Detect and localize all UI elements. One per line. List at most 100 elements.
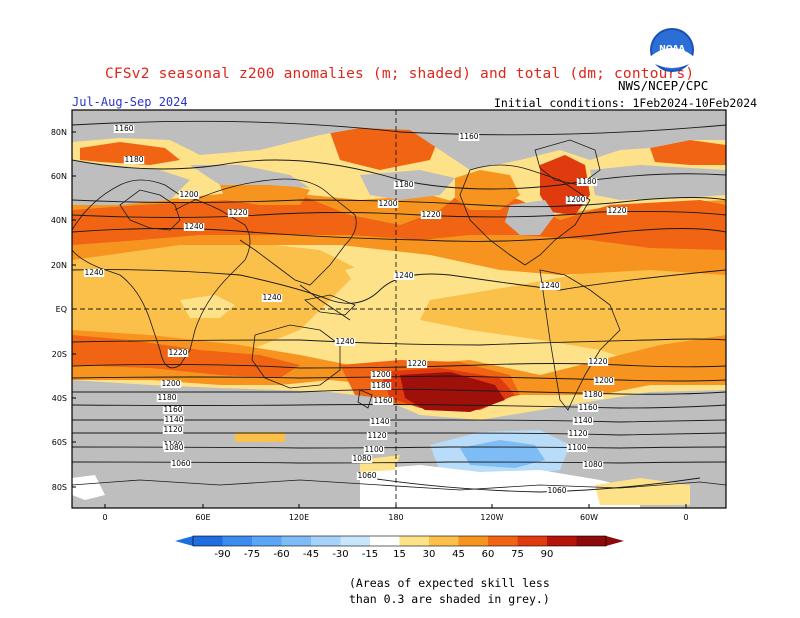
contour-label-bg xyxy=(582,461,604,469)
region-ne-pacific-orange xyxy=(455,170,520,210)
contour-label-bg xyxy=(372,397,394,405)
colorbar-tick: -30 xyxy=(332,549,348,560)
contour-label-bg xyxy=(582,391,604,399)
contour-label: 1220 xyxy=(588,357,607,366)
contour-label-bg xyxy=(163,416,185,424)
contour-label-bg xyxy=(156,394,178,402)
lat-label: 40S xyxy=(52,394,67,403)
colorbar-swatch xyxy=(281,536,312,546)
height-contours xyxy=(72,120,726,493)
contour-label-bg xyxy=(420,211,442,219)
colorbar-arrow-right xyxy=(606,536,624,546)
contour-label: 1220 xyxy=(421,210,440,219)
contour-label-bg xyxy=(566,444,588,452)
chart-title: CFSv2 seasonal z200 anomalies (m; shaded… xyxy=(105,66,695,82)
colorbar-swatch xyxy=(222,536,253,546)
contour-label: 1160 xyxy=(163,405,182,414)
lon-label: 180 xyxy=(388,513,403,522)
contour-label-bg xyxy=(539,282,561,290)
contour-label: 1240 xyxy=(262,293,281,302)
contour-label-bg xyxy=(183,223,205,231)
colorbar-swatch xyxy=(370,536,400,546)
contour-label-bg xyxy=(593,377,615,385)
colorbar-swatch xyxy=(576,536,607,546)
contour-label-bg xyxy=(393,272,415,280)
contour-label: 1200 xyxy=(161,379,180,388)
region-tropics-light-orange xyxy=(72,238,360,350)
initial-conditions: Initial conditions: 1Feb2024-10Feb2024 xyxy=(494,96,758,110)
contour-label-bg xyxy=(572,417,594,425)
colorbar-swatch xyxy=(193,536,223,546)
contour-label: 1200 xyxy=(378,199,397,208)
agency-label: NWS/NCEP/CPC xyxy=(618,78,709,93)
colorbar-swatch xyxy=(547,536,577,546)
lat-label: 40N xyxy=(51,216,67,225)
contour-label: 1200 xyxy=(371,370,390,379)
lon-label: 60W xyxy=(580,513,598,522)
contour-label: 1220 xyxy=(228,208,247,217)
contour-label: 1100 xyxy=(567,443,586,452)
contour-label-bg xyxy=(363,446,385,454)
logo-text: NOAA xyxy=(659,44,685,53)
contour-label-bg xyxy=(170,460,192,468)
colorbar-swatch xyxy=(311,536,341,546)
contour-label: 1180 xyxy=(394,180,413,189)
contour-label-bg xyxy=(370,382,392,390)
contour-label: 1120 xyxy=(367,431,386,440)
region-asia-red xyxy=(180,205,330,235)
contour-label-bg xyxy=(163,444,185,452)
contour-label: 1120 xyxy=(568,429,587,438)
skill-note-line1: (Areas of expected skill less xyxy=(349,576,550,590)
colorbar-tick: -90 xyxy=(214,549,230,560)
contour-label-bg xyxy=(576,178,598,186)
contour-label-bg xyxy=(546,487,568,495)
contour-label: 1180 xyxy=(124,155,143,164)
contour-label: 1200 xyxy=(594,376,613,385)
region-indian-ocean-pale xyxy=(235,432,285,442)
contour-label-bg xyxy=(83,269,105,277)
contour-label-bg xyxy=(178,191,200,199)
contour-label: 1140 xyxy=(370,417,389,426)
colorbar-swatch xyxy=(488,536,518,546)
lat-axis: 80N 60N 40N 20N EQ 20S 40S 60S 80S xyxy=(51,128,76,492)
contour-label-bg xyxy=(369,418,391,426)
contour-label-bg xyxy=(162,406,184,414)
colorbar-swatch xyxy=(340,536,371,546)
contour-label-bg xyxy=(123,156,145,164)
contour-label-bg xyxy=(167,349,189,357)
contour-label-bg xyxy=(370,371,392,379)
lat-label: EQ xyxy=(56,305,67,314)
contour-label: 1060 xyxy=(547,486,566,495)
lat-label: 80S xyxy=(52,483,67,492)
region-sw-white xyxy=(72,475,105,500)
contour-label: 1180 xyxy=(157,393,176,402)
contour-label-bg xyxy=(261,294,283,302)
contour-labels: 1160 1160 1180 1180 1180 1200 1200 1200 1220 1220… xyxy=(83,124,628,495)
contour-label: 1160 xyxy=(373,396,392,405)
colorbar-tick: 90 xyxy=(541,549,554,560)
contour-label: 1240 xyxy=(184,222,203,231)
contour-label: 1080 xyxy=(164,443,183,452)
contour-label: 1120 xyxy=(163,425,182,434)
contour-label: 1160 xyxy=(578,403,597,412)
lat-label: 60S xyxy=(52,438,67,447)
colorbar-swatch xyxy=(399,536,430,546)
lat-label: 80N xyxy=(51,128,67,137)
lon-label: 0 xyxy=(683,513,688,522)
colorbar-tick: -45 xyxy=(303,549,319,560)
region-nw-red xyxy=(80,142,180,165)
contour-label-bg xyxy=(162,426,184,434)
contour-label-bg xyxy=(377,200,399,208)
lon-label: 120E xyxy=(289,513,309,522)
contour-label: 1060 xyxy=(171,459,190,468)
contour-label-bg xyxy=(160,380,182,388)
contour-label: 1200 xyxy=(179,190,198,199)
contour-label-bg xyxy=(227,209,249,217)
contour-label: 1180 xyxy=(371,381,390,390)
contour-label: 1240 xyxy=(394,271,413,280)
contour-label: 1200 xyxy=(566,195,585,204)
contour-label: 1100 xyxy=(364,445,383,454)
contour-label: 1080 xyxy=(352,454,371,463)
